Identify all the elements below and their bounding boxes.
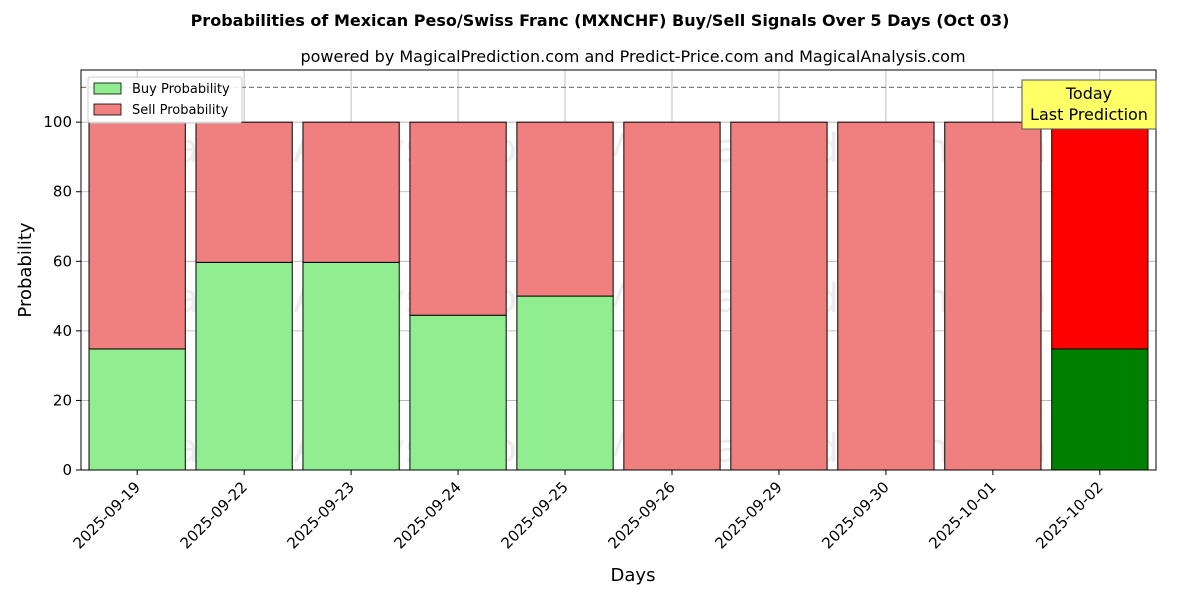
bar-buy bbox=[88, 348, 186, 471]
y-axis-label: Probability bbox=[15, 222, 36, 317]
x-axis-ticks: 2025-09-19 2025-09-22 2025-09-23 2025-09-24… bbox=[70, 470, 1107, 552]
y-tick-label: 40 bbox=[53, 322, 72, 340]
y-tick-label: 20 bbox=[53, 391, 72, 409]
x-tick-label: 2025-09-30 bbox=[818, 478, 892, 552]
bar-sell bbox=[302, 121, 400, 263]
legend-label-sell: Sell Probability bbox=[132, 103, 229, 118]
bar-sell bbox=[409, 121, 507, 316]
bar-sell bbox=[944, 121, 1042, 471]
bar-buy bbox=[195, 261, 293, 471]
bar-sell bbox=[516, 121, 614, 297]
x-tick-label: 2025-09-25 bbox=[497, 478, 571, 552]
annotation-line-2: Last Prediction bbox=[1030, 105, 1148, 124]
x-tick-label: 2025-09-24 bbox=[391, 478, 465, 552]
annotation-line-1: Today bbox=[1065, 84, 1112, 103]
plot-frame bbox=[80, 69, 1157, 471]
bar-sell bbox=[730, 121, 828, 471]
bar-buy bbox=[1051, 348, 1149, 471]
chart-subtitle: powered by MagicalPrediction.com and Pre… bbox=[300, 47, 965, 66]
annotation-box bbox=[1021, 79, 1157, 130]
bar-buy bbox=[516, 295, 614, 471]
bar-sell bbox=[1051, 121, 1149, 350]
x-tick-label: 2025-09-22 bbox=[177, 478, 251, 552]
x-axis-label: Days bbox=[611, 565, 656, 586]
bar-sell bbox=[195, 121, 293, 263]
y-tick-label: 60 bbox=[53, 252, 72, 270]
x-tick-label: 2025-09-29 bbox=[711, 478, 785, 552]
x-tick-label: 2025-09-19 bbox=[70, 478, 144, 552]
y-tick-label: 100 bbox=[43, 113, 72, 131]
y-tick-label: 0 bbox=[62, 461, 72, 479]
bar-sell bbox=[623, 121, 721, 471]
x-tick-label: 2025-10-01 bbox=[925, 478, 999, 552]
chart-title: Probabilities of Mexican Peso/Swiss Fran… bbox=[191, 11, 1010, 30]
legend-label-buy: Buy Probability bbox=[132, 82, 230, 97]
legend-swatch-sell bbox=[93, 103, 122, 116]
x-tick-label: 2025-09-26 bbox=[604, 478, 678, 552]
bar-buy bbox=[302, 261, 400, 471]
x-tick-label: 2025-09-23 bbox=[284, 478, 358, 552]
legend: Buy Probability Sell Probability bbox=[87, 76, 243, 124]
bar-buy bbox=[409, 314, 507, 471]
legend-box bbox=[87, 76, 243, 124]
y-tick-label: 80 bbox=[53, 183, 72, 201]
legend-swatch-buy bbox=[93, 82, 122, 95]
today-annotation: Today Last Prediction bbox=[1021, 79, 1157, 130]
y-axis-ticks: 0 20 40 60 80 100 bbox=[43, 113, 81, 479]
bars bbox=[88, 121, 1149, 471]
x-tick-label: 2025-10-02 bbox=[1032, 478, 1106, 552]
bar-sell bbox=[88, 121, 186, 350]
bar-sell bbox=[837, 121, 935, 471]
